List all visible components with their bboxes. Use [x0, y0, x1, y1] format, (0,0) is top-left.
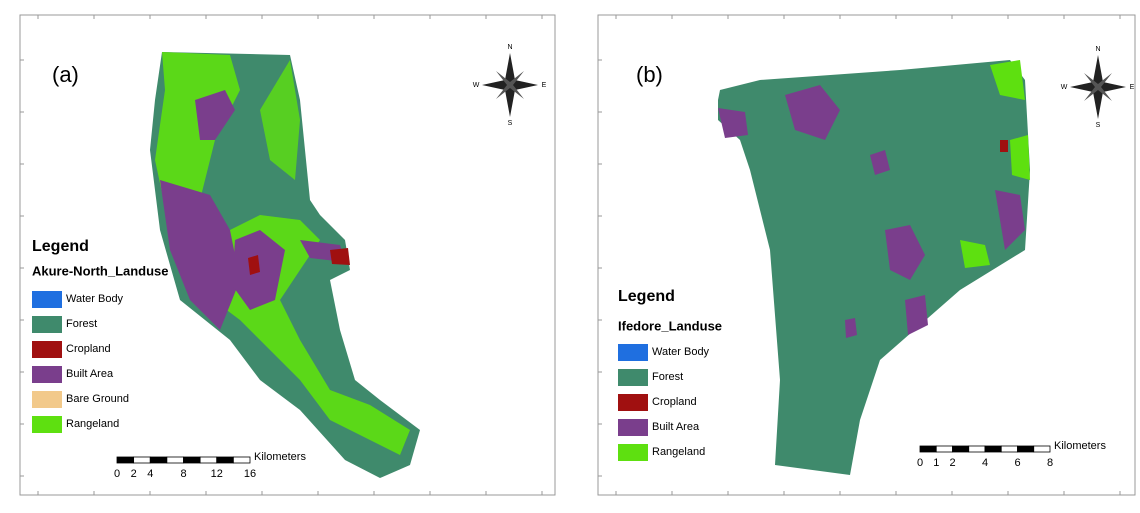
- scale-segment: [1001, 446, 1017, 452]
- legend-swatch: [32, 416, 62, 433]
- figure: (a) (b) Legend Akure-North_Landuse Water B…: [0, 0, 1140, 508]
- legend-label: Rangeland: [652, 446, 705, 458]
- legend-label: Bare Ground: [66, 393, 129, 405]
- compass-s: S: [508, 120, 513, 127]
- scale-tick-label: 8: [1047, 457, 1053, 469]
- scale-tick-label: 4: [147, 468, 153, 480]
- scale-tick-label: 6: [1014, 457, 1020, 469]
- scale-tick-label: 2: [131, 468, 137, 480]
- legend-swatch: [32, 366, 62, 383]
- map-b: [718, 60, 1030, 475]
- scale-tick-label: 16: [244, 468, 256, 480]
- legend-swatch: [32, 291, 62, 308]
- legend-label: Water Body: [652, 346, 710, 358]
- page: {"panels": [ {"label": "(a)", "legend_ti…: [0, 0, 1140, 508]
- scale-segment: [969, 446, 985, 452]
- compass-s: S: [1096, 122, 1101, 129]
- scale-segment: [217, 457, 234, 463]
- legend-label: Water Body: [66, 293, 124, 305]
- compass-e: E: [1130, 84, 1135, 91]
- legend-title: Legend: [618, 288, 675, 305]
- scale-segment: [184, 457, 201, 463]
- scale-segment: [985, 446, 1001, 452]
- scale-segment: [920, 446, 936, 452]
- legend-heading: Ifedore_Landuse: [618, 318, 722, 333]
- legend-swatch: [618, 369, 648, 386]
- compass-n: N: [1095, 46, 1100, 53]
- scale-segment: [134, 457, 151, 463]
- legend-swatch: [32, 341, 62, 358]
- panel-label: (b): [636, 62, 663, 87]
- compass-n: N: [507, 44, 512, 51]
- panel-label: (a): [52, 62, 79, 87]
- legend-swatch: [618, 444, 648, 461]
- legend-heading: Akure-North_Landuse: [32, 263, 169, 278]
- scale-tick-label: 12: [211, 468, 223, 480]
- scale-segment: [1018, 446, 1034, 452]
- legend-swatch: [618, 419, 648, 436]
- legend-label: Built Area: [652, 421, 700, 433]
- scale-segment: [167, 457, 184, 463]
- scale-segment: [936, 446, 952, 452]
- map-a: [150, 52, 420, 478]
- legend-label: Cropland: [652, 396, 697, 408]
- scale-unit: Kilometers: [1054, 440, 1106, 452]
- legend-label: Built Area: [66, 368, 114, 380]
- scale-segment: [200, 457, 217, 463]
- compass-w: W: [473, 82, 480, 89]
- scale-segment: [953, 446, 969, 452]
- scale-segment: [117, 457, 134, 463]
- legend-label: Cropland: [66, 343, 111, 355]
- legend-swatch: [32, 391, 62, 408]
- scale-unit: Kilometers: [254, 451, 306, 463]
- compass-e: E: [542, 82, 547, 89]
- scale-segment: [150, 457, 167, 463]
- scale-tick-label: 4: [982, 457, 988, 469]
- scale-tick-label: 8: [180, 468, 186, 480]
- scale-segment: [1034, 446, 1050, 452]
- compass-w: W: [1061, 84, 1068, 91]
- scale-tick-label: 0: [114, 468, 120, 480]
- legend-label: Rangeland: [66, 418, 119, 430]
- legend-label: Forest: [652, 371, 683, 383]
- legend-swatch: [618, 344, 648, 361]
- legend-title: Legend: [32, 238, 89, 255]
- scale-tick-label: 1: [933, 457, 939, 469]
- scale-segment: [233, 457, 250, 463]
- scale-tick-label: 2: [949, 457, 955, 469]
- legend-swatch: [32, 316, 62, 333]
- legend-label: Forest: [66, 318, 97, 330]
- legend-swatch: [618, 394, 648, 411]
- scale-tick-label: 0: [917, 457, 923, 469]
